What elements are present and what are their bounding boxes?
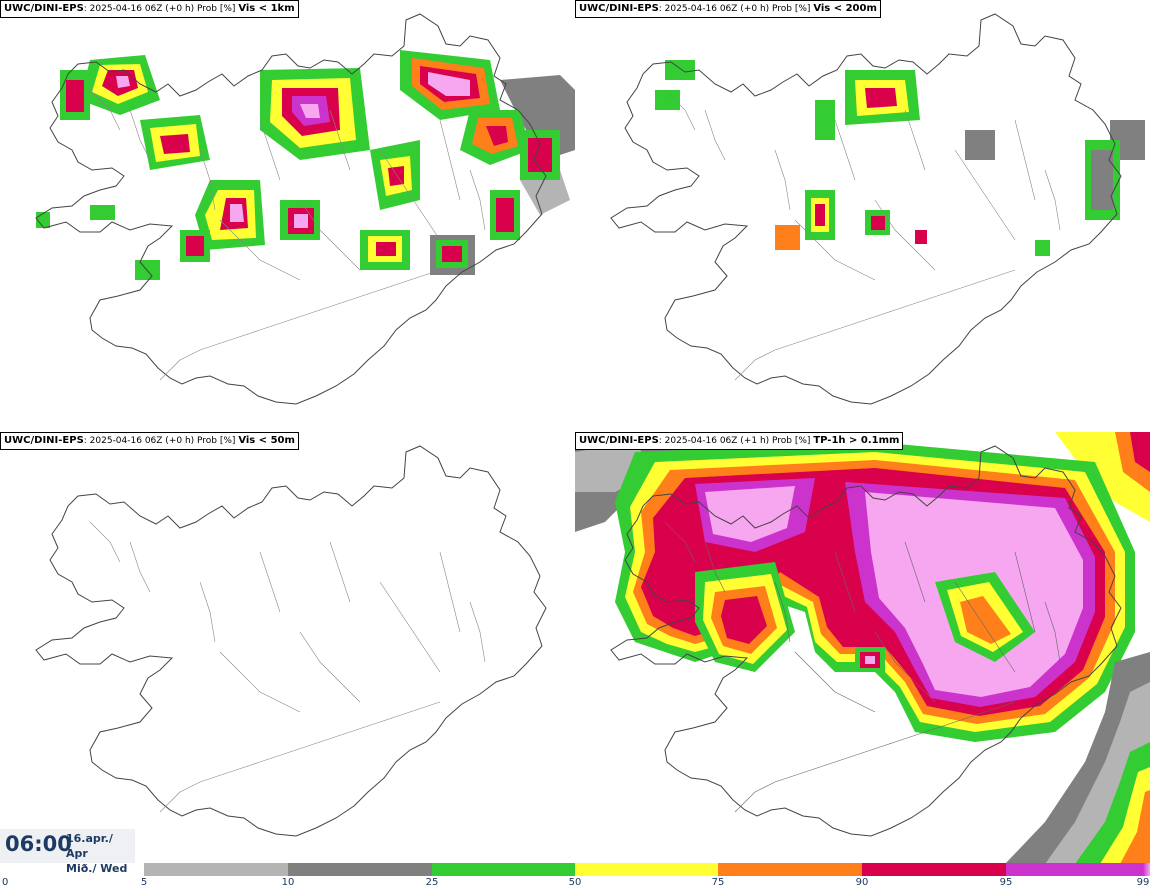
colorbar-segment xyxy=(718,863,862,876)
colorbar-tick-label: 90 xyxy=(855,877,869,888)
panel-title: UWC/DINI-EPS: 2025-04-16 06Z (+0 h) Prob… xyxy=(575,0,881,18)
colorbar-tick-label: 50 xyxy=(568,877,582,888)
probability-map xyxy=(610,13,1145,405)
panel-meta: : 2025-04-16 06Z (+0 h) Prob [%] xyxy=(658,4,814,14)
panel-field: Vis < 50m xyxy=(238,435,295,446)
panel-title: UWC/DINI-EPS: 2025-04-16 06Z (+0 h) Prob… xyxy=(0,0,299,18)
colorbar-segment xyxy=(575,863,718,876)
probability-blobs xyxy=(655,60,1145,256)
panel-field: TP-1h > 0.1mm xyxy=(813,435,900,446)
valid-time-box: 06:00 16.apr./ Apr Mið./ Wed xyxy=(0,829,135,875)
colorbar-segment xyxy=(432,863,575,876)
valid-time: 06:00 xyxy=(5,832,72,856)
panel-source: UWC/DINI-EPS xyxy=(579,3,659,14)
colorbar-segment xyxy=(862,863,1006,876)
probability-map xyxy=(575,432,1150,864)
valid-date: 16.apr./ Apr Mið./ Wed xyxy=(66,831,135,876)
valid-date-line1: 16.apr./ Apr xyxy=(66,832,113,860)
colorbar-tick-label: 25 xyxy=(425,877,439,888)
panel-meta: : 2025-04-16 06Z (+1 h) Prob [%] xyxy=(658,436,814,446)
coastline xyxy=(35,445,547,837)
map-panel-vis-200m: UWC/DINI-EPS: 2025-04-16 06Z (+0 h) Prob… xyxy=(575,0,1150,432)
colorbar-tick-label: 75 xyxy=(711,877,725,888)
panel-source: UWC/DINI-EPS xyxy=(579,435,659,446)
colorbar-segment xyxy=(144,863,288,876)
map-panel-vis-50m: UWC/DINI-EPS: 2025-04-16 06Z (+0 h) Prob… xyxy=(0,432,575,864)
colorbar-segment xyxy=(1143,863,1150,876)
colorbar-tick-label: 95 xyxy=(999,877,1013,888)
probability-map xyxy=(35,445,547,837)
panel-source: UWC/DINI-EPS xyxy=(4,435,84,446)
panel-meta: : 2025-04-16 06Z (+0 h) Prob [%] xyxy=(83,436,239,446)
colorbar: 0 5 10 25 50 75 90 95 99 xyxy=(0,863,1150,891)
probability-blobs xyxy=(575,432,1150,864)
colorbar-tick-label: 5 xyxy=(140,877,148,888)
probability-blobs xyxy=(36,50,575,280)
map-panel-tp-1h: UWC/DINI-EPS: 2025-04-16 06Z (+1 h) Prob… xyxy=(575,432,1150,864)
boundaries xyxy=(89,521,486,813)
panel-title: UWC/DINI-EPS: 2025-04-16 06Z (+1 h) Prob… xyxy=(575,432,904,450)
colorbar-segment xyxy=(288,863,432,876)
panel-title: UWC/DINI-EPS: 2025-04-16 06Z (+0 h) Prob… xyxy=(0,432,299,450)
colorbar-tick-label: 99 xyxy=(1136,877,1150,888)
probability-map xyxy=(35,13,575,405)
panel-meta: : 2025-04-16 06Z (+0 h) Prob [%] xyxy=(83,4,239,14)
panel-source: UWC/DINI-EPS xyxy=(4,3,84,14)
valid-date-line2: Mið./ Wed xyxy=(66,862,128,875)
colorbar-tick-label: 10 xyxy=(281,877,295,888)
colorbar-tick-label: 0 xyxy=(2,877,9,888)
panel-field: Vis < 200m xyxy=(813,3,877,14)
map-panel-vis-1km: UWC/DINI-EPS: 2025-04-16 06Z (+0 h) Prob… xyxy=(0,0,575,432)
panel-field: Vis < 1km xyxy=(238,3,295,14)
boundaries xyxy=(664,89,1061,381)
colorbar-segment xyxy=(1006,863,1143,876)
